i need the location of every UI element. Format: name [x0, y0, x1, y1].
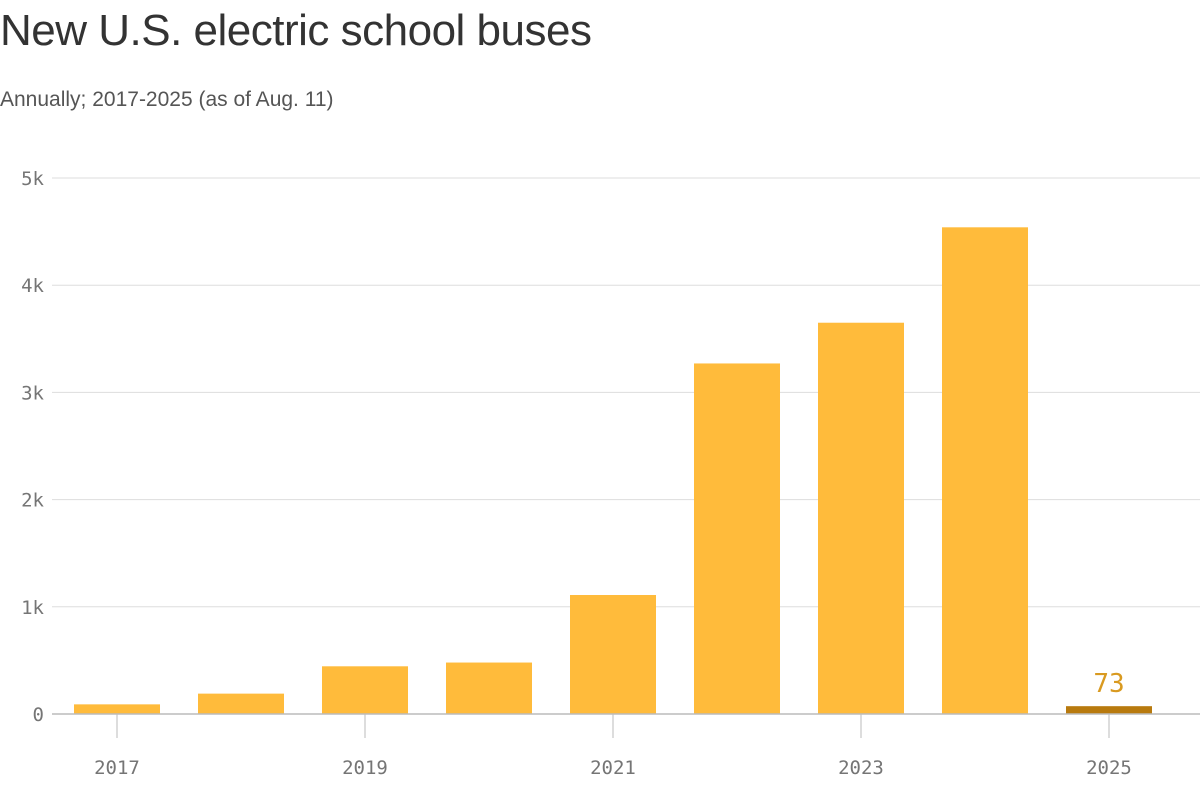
chart-title: New U.S. electric school buses [0, 6, 592, 55]
y-tick-label-2k: 2k [21, 490, 44, 512]
bar-2018 [198, 693, 284, 714]
chart-subtitle: Annually; 2017-2025 (as of Aug. 11) [0, 88, 334, 111]
data-labels: 73 [1093, 669, 1124, 699]
x-tick-label-2021: 2021 [590, 757, 636, 779]
bars [74, 227, 1152, 714]
bar-2022 [694, 363, 780, 714]
axes: 0 1k 2k 3k 4k 5k 2017 2019 2021 2023 2025 [21, 168, 1200, 779]
x-tick-label-2017: 2017 [94, 757, 140, 779]
bar-2020 [446, 662, 532, 714]
data-label-2025: 73 [1093, 669, 1124, 699]
y-tick-label-3k: 3k [21, 382, 44, 404]
x-tick-label-2025: 2025 [1086, 757, 1132, 779]
bar-2025 [1066, 706, 1152, 714]
bar-2024 [942, 227, 1028, 714]
bar-2017 [74, 704, 160, 714]
y-tick-label-5k: 5k [21, 168, 44, 190]
bar-2019 [322, 666, 408, 714]
x-tick-label-2023: 2023 [838, 757, 884, 779]
bar-2021 [570, 595, 656, 714]
x-tick-label-2019: 2019 [342, 757, 388, 779]
bar-2023 [818, 322, 904, 714]
y-tick-label-0: 0 [33, 704, 44, 726]
y-tick-label-1k: 1k [21, 597, 44, 619]
y-tick-label-4k: 4k [21, 275, 44, 297]
